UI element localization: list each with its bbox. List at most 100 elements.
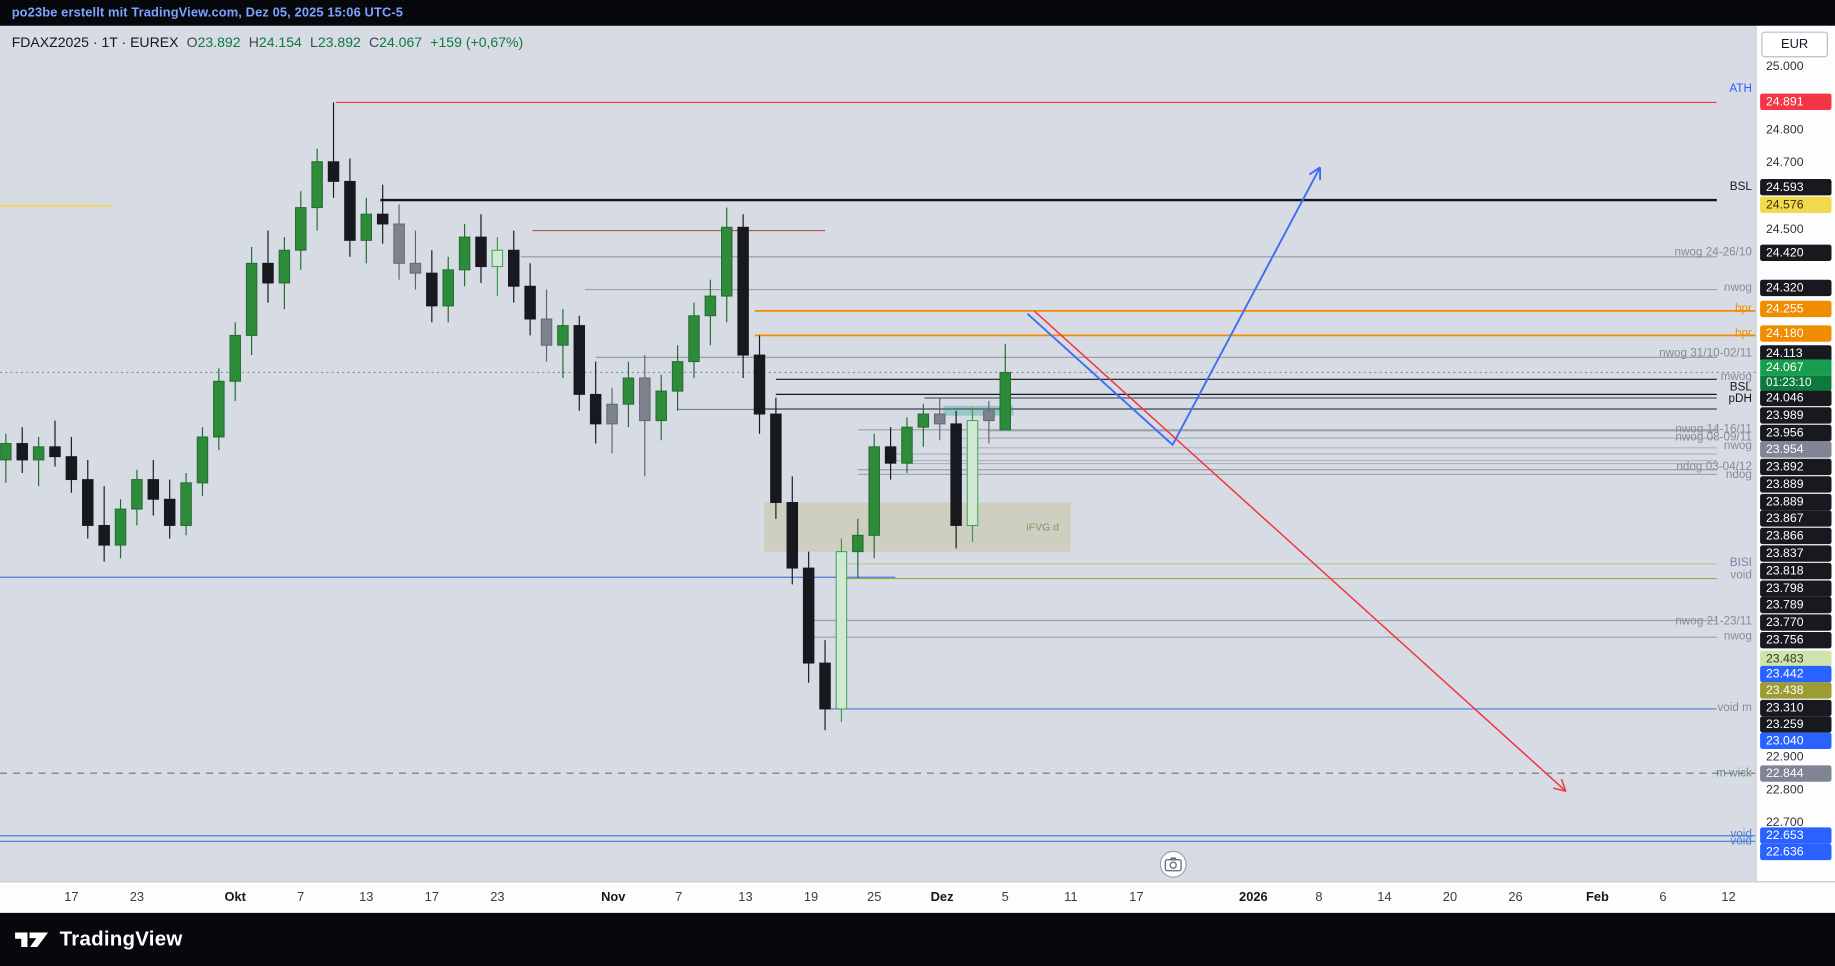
trend-arrow-line[interactable] [1026, 166, 1321, 447]
price-badge: 24.046 [1760, 389, 1832, 407]
level-label: pDH [1728, 392, 1752, 406]
symbol-title: FDAXZ2025 · 1T · EUREX [11, 33, 179, 51]
trend-arrow-line[interactable] [1034, 310, 1567, 792]
axis-price-label: 25.000 [1765, 59, 1804, 74]
level-label: BSL [1729, 380, 1752, 394]
price-badge: 22.636 [1760, 843, 1832, 861]
price-badge: 24.113 [1760, 345, 1832, 362]
brand-wordmark[interactable]: TradingView [59, 927, 183, 951]
price-badge: 24.180 [1760, 325, 1832, 342]
time-axis-label: 2026 [1239, 890, 1268, 905]
zone-box[interactable] [943, 405, 1014, 416]
ohlc-label: H [248, 33, 259, 51]
change-value: +159 (+0,67%) [430, 33, 524, 51]
time-axis[interactable]: 17 23 Okt 7 13 17 23 Nov 7 13 19 25 Dez 5 11 17 2026 8 14 2… [0, 881, 1835, 913]
time-axis-label: 26 [1508, 890, 1523, 905]
price-badge: 23.889 [1760, 476, 1832, 493]
time-axis-label: 8 [1315, 890, 1323, 905]
candle-body [163, 498, 176, 526]
time-axis-label: 14 [1377, 890, 1392, 905]
candle-body [311, 161, 323, 209]
price-badge: 24.576 [1760, 196, 1832, 213]
level-label: bpr [1734, 327, 1752, 340]
candle-body [426, 272, 438, 307]
candlestick-canvas[interactable]: iFVG d [0, 26, 1756, 881]
candle-body [917, 413, 930, 428]
candle-body [409, 262, 422, 274]
candle-body [983, 410, 995, 422]
time-axis-label: 23 [129, 890, 145, 905]
current-price-badge: 24.067 01:23:10 [1760, 358, 1832, 391]
price-badge: 23.837 [1760, 545, 1832, 562]
level-label: ndog [1725, 468, 1752, 482]
candle-body [344, 180, 356, 241]
trend-arrow-head [1553, 787, 1567, 792]
price-axis[interactable]: EUR 25.000 24.800 24.700 24.500 22.900 22.800… [1755, 25, 1835, 882]
candle-body [819, 662, 831, 710]
candle-body [622, 377, 635, 405]
price-badge: 23.954 [1760, 441, 1832, 458]
time-axis-label: 6 [1659, 890, 1667, 905]
time-axis-label: Feb [1585, 890, 1609, 905]
time-axis-label: 11 [1064, 890, 1078, 905]
candle-body [884, 446, 897, 464]
price-badge: 24.593 [1760, 179, 1832, 196]
trend-arrow-head [1560, 778, 1567, 792]
candle-body [180, 482, 192, 526]
candle-body [245, 262, 258, 336]
attribution-bar: po23be erstellt mit TradingView.com, Dez… [0, 0, 1835, 26]
currency-toggle[interactable]: EUR [1761, 31, 1828, 58]
candle-body [557, 325, 569, 346]
candle-body [442, 269, 454, 307]
price-badge: 23.483 [1760, 650, 1832, 668]
candle-body [262, 262, 274, 284]
ohlc-value: 24.067 [379, 33, 423, 51]
candle-body [901, 426, 913, 464]
candle-body [933, 413, 946, 425]
footer-bar: TradingView [0, 912, 1835, 966]
level-label: void m [1717, 701, 1752, 715]
price-badge: 24.420 [1760, 244, 1832, 261]
time-axis-label: 13 [359, 890, 374, 905]
time-axis-label: 17 [424, 890, 440, 905]
candle-body [327, 161, 340, 182]
candle-body [606, 403, 618, 425]
tradingview-logo-icon[interactable] [14, 927, 49, 953]
trend-arrow-head [1308, 166, 1321, 176]
ohlc-label: C [369, 33, 380, 51]
price-badge: 23.956 [1760, 424, 1832, 442]
candle-body [589, 393, 602, 425]
candle-body [16, 443, 28, 461]
level-label: nwog [1723, 281, 1752, 295]
price-badge: 23.259 [1760, 716, 1832, 733]
level-label: void [1730, 827, 1752, 841]
candle-body [868, 446, 880, 536]
candle-body [458, 236, 471, 271]
axis-price-label: 22.700 [1765, 815, 1804, 830]
price-badge: 23.438 [1760, 682, 1832, 699]
candle-body [753, 354, 766, 415]
chart-area[interactable]: iFVG d FDAXZ2025 · 1T · EUREX O23.892 H24.… [0, 25, 1835, 913]
time-axis-label: Dez [930, 890, 954, 905]
candle-body [524, 285, 536, 320]
symbol-legend[interactable]: FDAXZ2025 · 1T · EUREX O23.892 H24.154 L23.… [12, 34, 524, 50]
price-badge: 22.844 [1760, 765, 1832, 782]
price-badge: 23.310 [1760, 699, 1832, 717]
price-badge: 24.891 [1760, 93, 1832, 111]
axis-price-label: 24.700 [1765, 155, 1804, 170]
time-axis-label: Nov [601, 890, 626, 905]
time-axis-label: 20 [1442, 890, 1458, 905]
level-label: nwog 08-09/11 [1675, 431, 1752, 445]
candle-body [475, 236, 487, 268]
price-badge: 23.867 [1760, 510, 1832, 527]
candle-body [655, 390, 667, 422]
zone-box[interactable] [764, 502, 1071, 552]
candle-body [360, 213, 373, 241]
camera-button[interactable] [1159, 850, 1187, 878]
candle-body [376, 213, 389, 225]
level-label: void [1730, 569, 1752, 583]
time-axis-label: Okt [224, 890, 246, 905]
ohlc-values: O23.892 H24.154 L23.892 C24.067 [178, 34, 422, 50]
candle-body [147, 479, 160, 500]
